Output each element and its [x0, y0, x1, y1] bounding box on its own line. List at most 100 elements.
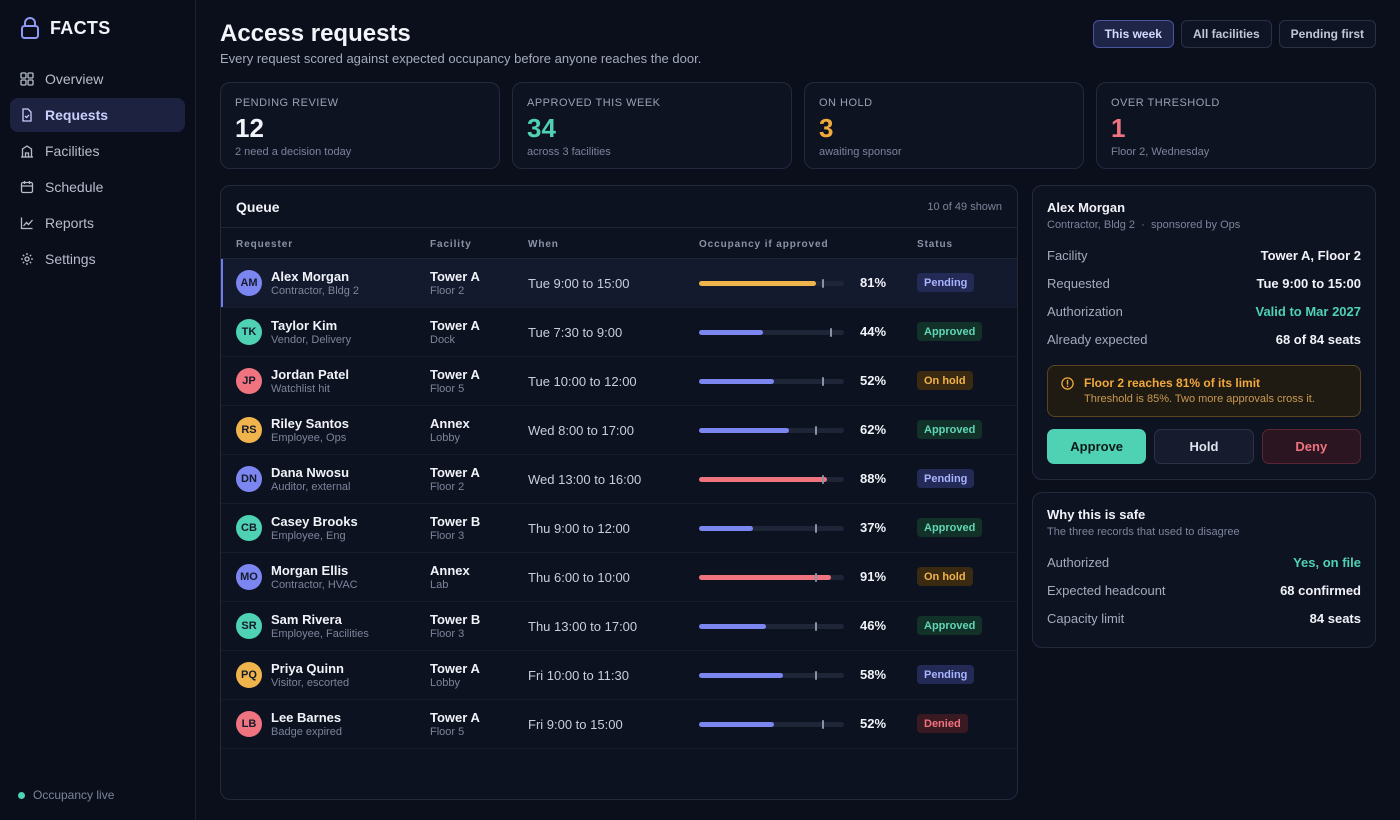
column-facility[interactable]: Facility [430, 239, 472, 250]
avatar: DN [236, 466, 262, 492]
table-row[interactable]: RS Riley Santos Employee, Ops Annex Lobby Wed… [221, 406, 1017, 455]
field-value: 84 seats [1309, 610, 1361, 626]
status-badge: Denied [917, 714, 968, 733]
stat-on-hold: On hold 3 awaiting sponsor [804, 82, 1084, 169]
requester-name: Jordan Patel [271, 367, 350, 382]
status-badge: On hold [917, 567, 973, 586]
status-badge: Approved [917, 616, 983, 635]
queue-column-headers: Requester Facility When Occupancy if app… [221, 228, 1017, 259]
stat-value: 3 [819, 113, 834, 143]
building-icon [21, 145, 33, 158]
threshold-marker [822, 279, 824, 288]
facility-area: Lab [430, 579, 449, 591]
column-when[interactable]: When [528, 239, 559, 250]
queue-rows: AM Alex Morgan Contractor, Bldg 2 Tower A Fl… [221, 259, 1017, 749]
sidebar-item-label: Requests [45, 107, 109, 123]
sidebar-item-label: Settings [45, 251, 96, 267]
field-label: Expected headcount [1047, 582, 1166, 598]
requester-name: Lee Barnes [271, 710, 342, 725]
requester-role: Watchlist hit [271, 383, 330, 395]
sidebar-item-facilities[interactable]: Facilities [10, 134, 185, 168]
requester-name: Priya Quinn [271, 661, 344, 676]
safety-field-capacity-limit: Capacity limit 84 seats [1047, 604, 1361, 632]
table-row[interactable]: PQ Priya Quinn Visitor, escorted Tower A Lob… [221, 651, 1017, 700]
filter-bar: This week All facilities Pending first [1092, 20, 1376, 48]
chart-icon [20, 217, 33, 230]
sidebar-item-requests[interactable]: Requests [10, 98, 185, 132]
column-requester[interactable]: Requester [236, 239, 294, 250]
occupancy-status-label: Occupancy live [33, 788, 115, 802]
filter-this-week[interactable]: This week [1092, 20, 1174, 48]
occupancy-bar [699, 475, 844, 484]
stat-approved-this-week: Approved this week 34 across 3 facilitie… [512, 82, 792, 169]
requester-name: Casey Brooks [271, 514, 358, 529]
table-row[interactable]: DN Dana Nwosu Auditor, external Tower A Floo… [221, 455, 1017, 504]
safety-title: Why this is safe [1047, 507, 1146, 522]
detail-name: Alex Morgan [1047, 200, 1126, 215]
facility-area: Lobby [430, 677, 460, 689]
sidebar-item-reports[interactable]: Reports [10, 206, 185, 240]
occupancy-bar-fill [699, 624, 766, 629]
occupancy-bar-fill [699, 477, 827, 482]
brand-name: FACTS [50, 17, 111, 38]
threshold-marker [815, 671, 817, 680]
requester-name: Dana Nwosu [271, 465, 350, 480]
status-badge: Approved [917, 322, 983, 341]
request-time: Wed 8:00 to 17:00 [528, 423, 635, 438]
requester-role: Badge expired [271, 726, 342, 738]
filter-all-facilities[interactable]: All facilities [1180, 20, 1272, 48]
separator-dot: · [1138, 219, 1148, 231]
occupancy-bar [699, 426, 844, 435]
sidebar-item-label: Facilities [45, 143, 100, 159]
occupancy-bar-fill [699, 379, 774, 384]
filter-pending-first[interactable]: Pending first [1278, 20, 1376, 48]
column-occupancy[interactable]: Occupancy if approved [699, 239, 829, 250]
sidebar: FACTS Overview Requests Facilities Sched… [0, 0, 196, 820]
avatar: JP [236, 368, 262, 394]
stat-label: Approved this week [527, 97, 661, 109]
field-value: Valid to Mar 2027 [1255, 303, 1362, 319]
table-row[interactable]: LB Lee Barnes Badge expired Tower A Floor 5 F… [221, 700, 1017, 749]
facility-name: Annex [430, 563, 470, 578]
occupancy-percent: 62% [860, 422, 887, 437]
queue-title: Queue [236, 198, 280, 215]
stats-row: Pending review 12 2 need a decision toda… [220, 82, 1376, 169]
approve-button[interactable]: Approve [1047, 429, 1147, 464]
table-row[interactable]: TK Taylor Kim Vendor, Delivery Tower A Dock T… [221, 308, 1017, 357]
facility-area: Lobby [430, 432, 460, 444]
avatar: TK [236, 319, 262, 345]
stat-label: Pending review [235, 97, 339, 109]
avatar: CB [236, 515, 262, 541]
safety-panel: Why this is safe The three records that … [1032, 492, 1376, 648]
table-row[interactable]: CB Casey Brooks Employee, Eng Tower B Floor … [221, 504, 1017, 553]
threshold-marker [830, 328, 832, 337]
table-row[interactable]: MO Morgan Ellis Contractor, HVAC Annex Lab Th… [221, 553, 1017, 602]
brand[interactable]: FACTS [20, 17, 111, 39]
detail-subtitle: Contractor, Bldg 2 · sponsored by Ops [1047, 219, 1361, 231]
sidebar-item-overview[interactable]: Overview [10, 62, 185, 96]
sidebar-item-schedule[interactable]: Schedule [10, 170, 185, 204]
request-time: Thu 13:00 to 17:00 [528, 619, 638, 634]
deny-button[interactable]: Deny [1261, 429, 1361, 464]
queue-header: Queue 10 of 49 shown [221, 186, 1017, 228]
occupancy-bar-fill [699, 722, 774, 727]
sidebar-item-settings[interactable]: Settings [10, 242, 185, 276]
sidebar-item-label: Schedule [45, 179, 104, 195]
threshold-warning: Floor 2 reaches 81% of its limit Thresho… [1047, 365, 1361, 417]
occupancy-percent: 58% [860, 667, 887, 682]
hold-button[interactable]: Hold [1154, 429, 1254, 464]
table-row[interactable]: JP Jordan Patel Watchlist hit Tower A Floor … [221, 357, 1017, 406]
threshold-marker [815, 573, 817, 582]
field-value: Tower A, Floor 2 [1260, 247, 1361, 263]
status-badge: Approved [917, 518, 983, 537]
safety-field-expected-headcount: Expected headcount 68 confirmed [1047, 576, 1361, 604]
facility-name: Tower A [430, 661, 480, 676]
avatar: MO [236, 564, 262, 590]
detail-role: Contractor, Bldg 2 [1047, 219, 1136, 231]
table-row[interactable]: AM Alex Morgan Contractor, Bldg 2 Tower A Fl… [221, 259, 1017, 308]
threshold-marker [815, 426, 817, 435]
column-status[interactable]: Status [917, 239, 953, 250]
stat-note: 2 need a decision today [235, 146, 352, 158]
requester-name: Taylor Kim [271, 318, 338, 333]
